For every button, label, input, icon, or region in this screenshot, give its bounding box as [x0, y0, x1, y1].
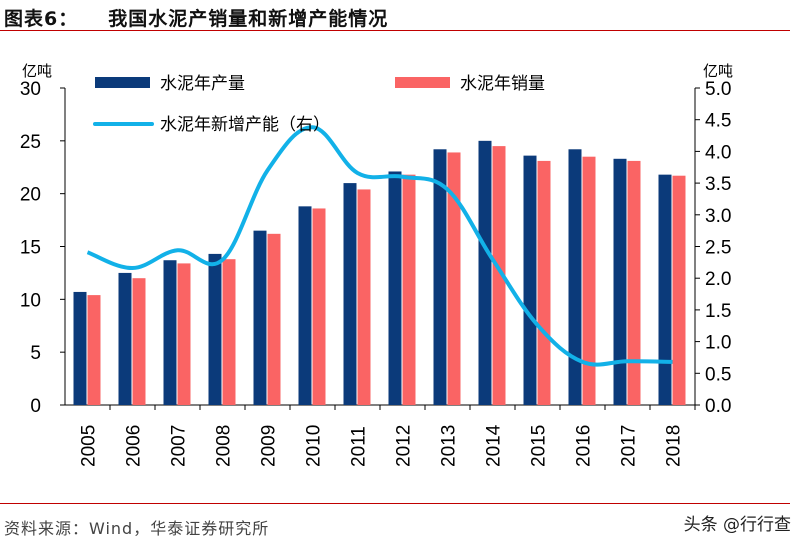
bar-sales	[312, 208, 326, 405]
bar-sales	[492, 146, 506, 405]
x-tick-label: 2014	[484, 424, 505, 467]
footer-divider	[0, 503, 790, 504]
bar-sales	[402, 174, 416, 405]
figure-title: 图表6： 我国水泥产销量和新增产能情况	[4, 4, 388, 31]
x-tick-label: 2009	[259, 425, 280, 467]
x-tick-label: 2016	[574, 425, 595, 467]
x-tick-label: 2006	[124, 425, 145, 467]
bar-production	[613, 158, 627, 405]
left-tick-label: 0	[30, 396, 41, 417]
x-tick-label: 2010	[304, 425, 325, 467]
figure-number: 图表6：	[4, 8, 79, 30]
right-tick-label: 0.0	[705, 396, 731, 417]
bar-production	[253, 230, 267, 405]
legend-label-capacity: 水泥年新增产能（右）	[160, 115, 330, 134]
bar-sales	[87, 295, 101, 405]
left-tick-label: 30	[20, 79, 41, 100]
x-tick-label: 2005	[79, 425, 100, 467]
bar-production	[433, 149, 447, 405]
right-tick-label: 4.0	[705, 142, 731, 163]
bar-sales	[537, 160, 551, 405]
legend-swatch-production	[95, 77, 150, 88]
bar-sales	[357, 189, 371, 405]
left-tick-label: 5	[30, 343, 41, 364]
title-divider	[0, 30, 790, 31]
bar-sales	[627, 160, 641, 405]
bar-production	[73, 291, 87, 405]
line-new-capacity	[86, 125, 673, 367]
legend-label-sales: 水泥年销量	[460, 74, 545, 93]
bar-sales	[132, 278, 146, 405]
x-tick-label: 2018	[664, 425, 685, 467]
legend-swatch-sales	[395, 77, 450, 88]
bar-production	[388, 171, 402, 405]
right-axis-unit: 亿吨	[703, 63, 733, 80]
x-tick-label: 2011	[349, 426, 370, 467]
x-tick-label: 2013	[439, 425, 460, 467]
right-tick-label: 4.5	[705, 111, 731, 132]
bar-sales	[267, 233, 281, 405]
brand-watermark: 头条 @行行查	[683, 515, 791, 535]
right-tick-label: 1.5	[705, 301, 731, 322]
bar-sales	[447, 152, 461, 405]
bar-production	[118, 272, 132, 405]
bar-production	[163, 260, 177, 405]
right-tick-label: 0.5	[705, 364, 731, 385]
left-tick-label: 25	[20, 132, 41, 153]
bar-production	[478, 140, 492, 406]
figure-title-text: 我国水泥产销量和新增产能情况	[108, 8, 389, 30]
source-note: 资料来源：Wind，华泰证券研究所	[4, 519, 270, 538]
bar-production	[523, 155, 537, 405]
bar-production	[343, 183, 357, 405]
bar-production	[568, 149, 582, 405]
left-axis-unit: 亿吨	[22, 63, 52, 80]
x-tick-label: 2012	[394, 425, 415, 467]
bar-production	[298, 206, 312, 405]
right-tick-label: 3.5	[705, 174, 731, 195]
x-tick-label: 2015	[529, 425, 550, 467]
bar-sales	[672, 175, 686, 405]
legend-label-production: 水泥年产量	[160, 74, 245, 93]
right-tick-label: 2.5	[705, 238, 731, 259]
right-tick-label: 1.0	[705, 333, 731, 354]
left-tick-label: 10	[20, 290, 41, 311]
x-tick-label: 2008	[214, 425, 235, 467]
right-tick-label: 2.0	[705, 269, 731, 290]
chart: 0 5 10 15 20 25 30 0.0 0.5 1.0 1.5 2.0 2.5 3.0 3.5 4.0 4…	[20, 63, 733, 467]
bar-production	[658, 174, 672, 405]
bar-sales	[582, 156, 596, 405]
left-tick-label: 15	[20, 238, 41, 259]
x-tick-label: 2007	[169, 425, 190, 467]
bar-production	[208, 253, 222, 405]
x-tick-label: 2017	[619, 425, 640, 467]
bar-sales	[222, 259, 236, 405]
right-tick-label: 3.0	[705, 206, 731, 227]
bar-sales	[177, 263, 191, 405]
left-tick-label: 20	[20, 185, 41, 206]
right-tick-label: 5.0	[705, 79, 731, 100]
